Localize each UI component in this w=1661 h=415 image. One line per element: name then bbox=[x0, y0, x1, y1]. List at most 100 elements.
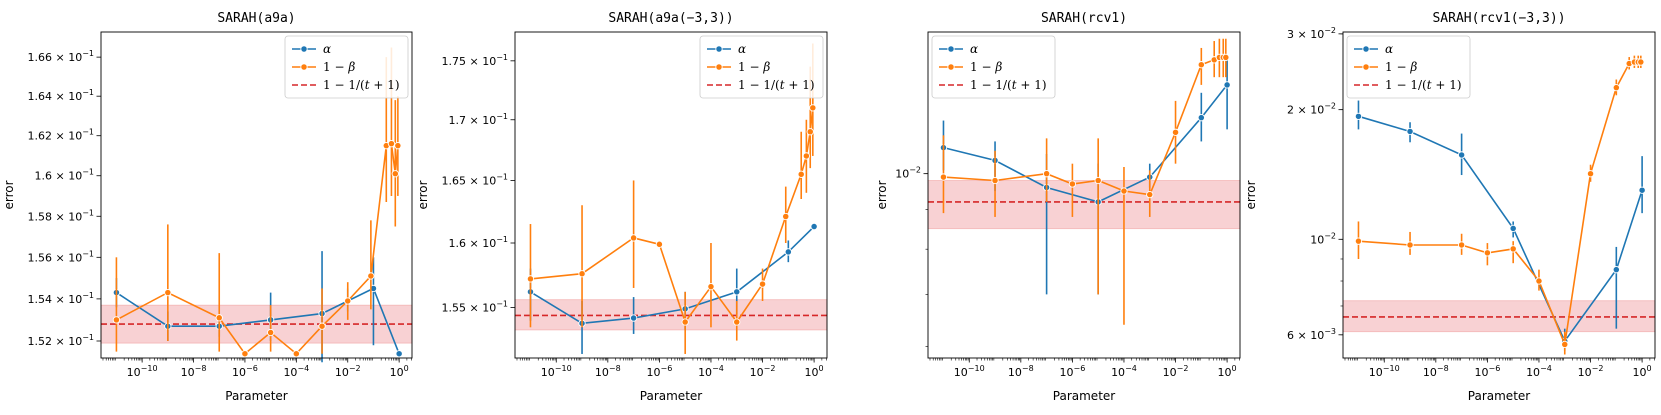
data-point bbox=[1222, 53, 1230, 62]
data-point bbox=[1120, 187, 1128, 195]
legend-marker-alpha bbox=[300, 45, 308, 53]
y-tick-label: 1.52 × 10−1 bbox=[28, 333, 95, 348]
series-line bbox=[115, 287, 400, 354]
subplot-title: SARAH(a9a(−3,3)) bbox=[608, 11, 733, 26]
legend-label-ref: 1 − 1/(t + 1) bbox=[738, 78, 815, 92]
x-tick-label: 10−6 bbox=[1059, 364, 1085, 379]
data-point bbox=[241, 350, 249, 358]
axes-frame bbox=[927, 31, 1241, 359]
data-point bbox=[782, 212, 790, 221]
data-point bbox=[391, 170, 399, 178]
y-tick-label: 6 × 10−3 bbox=[1287, 327, 1336, 342]
x-tick-label: 100 bbox=[390, 364, 409, 379]
x-tick-label: 10−10 bbox=[541, 364, 572, 379]
data-point bbox=[394, 142, 402, 150]
data-point bbox=[266, 328, 275, 337]
data-point bbox=[1171, 128, 1180, 136]
data-point bbox=[1146, 190, 1154, 199]
series-alpha bbox=[1354, 100, 1646, 352]
legend: α 1 − β 1 − 1/(t + 1) bbox=[699, 35, 824, 99]
data-point bbox=[1406, 127, 1414, 136]
y-tick-label: 10−2 bbox=[1310, 231, 1336, 246]
series-line bbox=[530, 107, 814, 324]
x-tick-label: 10−4 bbox=[1111, 364, 1137, 379]
data-point bbox=[1457, 241, 1466, 249]
data-point bbox=[629, 314, 638, 322]
x-axis-label: Parameter bbox=[225, 389, 287, 403]
legend-label-ref: 1 − 1/(t + 1) bbox=[970, 78, 1047, 92]
axes-frame bbox=[100, 31, 413, 359]
data-point bbox=[655, 240, 664, 248]
data-point bbox=[1612, 266, 1620, 274]
x-tick-label: 10−10 bbox=[1369, 364, 1400, 379]
data-point bbox=[1223, 81, 1231, 89]
data-point bbox=[784, 248, 792, 256]
y-axis-label: error bbox=[875, 180, 889, 209]
y-tick-label: 1.66 × 10−1 bbox=[28, 49, 95, 64]
data-point bbox=[806, 128, 814, 136]
data-point bbox=[802, 152, 811, 160]
y-axis-label: error bbox=[416, 180, 430, 209]
legend-box bbox=[284, 35, 409, 99]
y-tick-label: 3 × 10−2 bbox=[1287, 26, 1336, 41]
legend-label-alpha: α bbox=[970, 42, 978, 56]
x-tick-label: 10−8 bbox=[1423, 364, 1449, 379]
x-tick-label: 10−2 bbox=[750, 364, 776, 379]
y-tick-label: 2 × 10−2 bbox=[1287, 102, 1336, 117]
legend-box bbox=[1346, 35, 1471, 99]
legend-label-alpha: α bbox=[323, 42, 331, 56]
subplot-4: 10−10 10−8 10−6 10−4 10−2 100 6 × 10−3 10−2 2 × … bbox=[1244, 11, 1656, 403]
series-one-minus-beta bbox=[939, 38, 1230, 325]
data-point bbox=[395, 350, 403, 358]
data-point bbox=[1535, 277, 1543, 285]
x-tick-label: 10−6 bbox=[646, 364, 672, 379]
x-axis-label: Parameter bbox=[1468, 389, 1530, 403]
data-point bbox=[1042, 170, 1051, 178]
x-tick-label: 10−6 bbox=[232, 364, 258, 379]
data-point bbox=[681, 318, 689, 326]
x-tick-label: 100 bbox=[805, 364, 824, 379]
x-tick-label: 10−4 bbox=[698, 364, 724, 379]
data-point bbox=[733, 288, 741, 296]
legend-marker-beta bbox=[947, 63, 955, 71]
x-axis-label: Parameter bbox=[640, 389, 702, 403]
x-tick-label: 10−8 bbox=[181, 364, 207, 379]
data-point bbox=[1483, 249, 1492, 257]
subplot-title: SARAH(rcv1) bbox=[1041, 11, 1127, 26]
data-point bbox=[318, 322, 326, 330]
data-point bbox=[344, 297, 352, 305]
data-point bbox=[1509, 224, 1517, 233]
y-tick-label: 1.56 × 10−1 bbox=[28, 249, 95, 264]
legend-label-ref: 1 − 1/(t + 1) bbox=[1385, 78, 1462, 92]
y-tick-label: 1.62 × 10−1 bbox=[28, 128, 95, 143]
x-tick-label: 10−2 bbox=[335, 364, 361, 379]
y-tick-label: 1.55 × 10−1 bbox=[442, 300, 509, 315]
legend-box bbox=[699, 35, 824, 99]
y-tick-label: 1.6 × 10−1 bbox=[448, 235, 508, 250]
subplot-title: SARAH(rcv1(−3,3)) bbox=[1432, 11, 1565, 26]
y-tick-label: 1.65 × 10−1 bbox=[442, 172, 509, 187]
x-tick-label: 10−8 bbox=[595, 364, 621, 379]
legend-marker-alpha bbox=[947, 45, 955, 53]
reference-band bbox=[1342, 300, 1656, 333]
data-point bbox=[707, 283, 715, 291]
legend-label-alpha: α bbox=[1385, 42, 1393, 56]
legend-marker-beta bbox=[300, 63, 308, 71]
y-tick-label: 1.64 × 10−1 bbox=[28, 88, 95, 103]
legend-label-beta: 1 − β bbox=[970, 60, 1002, 74]
axes-frame bbox=[1342, 31, 1656, 359]
reference-band bbox=[927, 180, 1241, 230]
y-tick-label: 1.54 × 10−1 bbox=[28, 291, 95, 306]
legend-label-alpha: α bbox=[738, 42, 746, 56]
legend: α 1 − β 1 − 1/(t + 1) bbox=[1346, 35, 1471, 99]
legend: α 1 − β 1 − 1/(t + 1) bbox=[931, 35, 1056, 99]
x-tick-label: 100 bbox=[1633, 364, 1652, 379]
legend-box bbox=[931, 35, 1056, 99]
x-tick-label: 100 bbox=[1218, 364, 1237, 379]
legend-label-beta: 1 − β bbox=[1385, 60, 1417, 74]
data-point bbox=[991, 176, 999, 185]
data-point bbox=[1586, 170, 1595, 178]
data-point bbox=[733, 318, 741, 326]
data-point bbox=[292, 350, 300, 358]
